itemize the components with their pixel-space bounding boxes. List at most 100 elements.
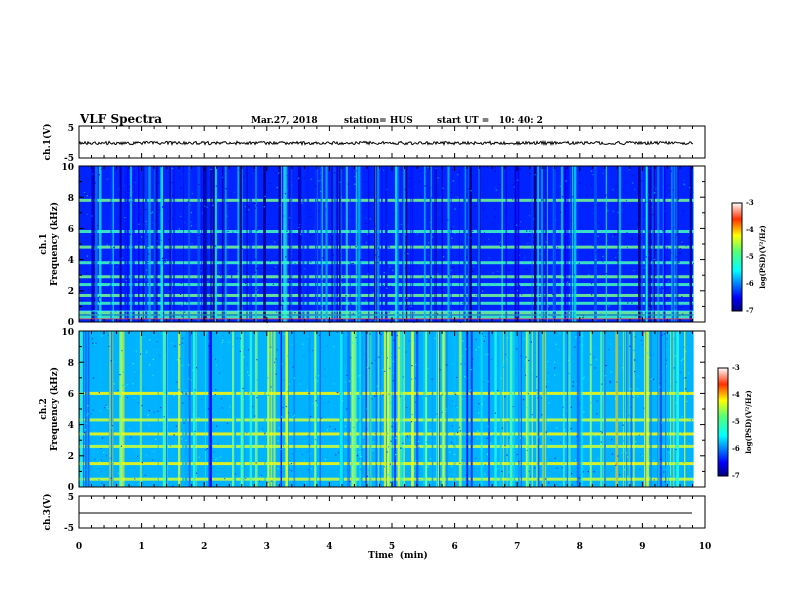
spectrogram-speckle (172, 315, 174, 317)
spectrogram-streak (285, 331, 288, 487)
spectrogram-speckle (87, 469, 90, 471)
spectrogram-speckle (631, 238, 633, 240)
spectrogram-speckle (578, 477, 580, 479)
spectrogram-speckle (619, 347, 621, 350)
spectrogram-speckle (188, 364, 190, 366)
spectrogram-speckle (549, 459, 551, 461)
low-frequency-line (79, 318, 694, 320)
spectrogram-speckle (94, 182, 97, 184)
spectrogram-speckle (173, 394, 175, 397)
spectrogram-speckle (411, 378, 413, 380)
spectrogram-streak (339, 166, 341, 322)
spectrogram-speckle (668, 451, 671, 454)
spectrogram-streak (488, 331, 490, 487)
spectrogram-speckle (566, 410, 568, 412)
spectrogram-speckle (682, 210, 684, 212)
spectrogram-speckle (310, 235, 312, 237)
spectrogram-speckle (160, 166, 162, 168)
spectrogram-speckle (222, 339, 224, 342)
spectrogram-speckle (185, 301, 188, 303)
spectrogram-speckle (376, 385, 378, 387)
spectrogram-speckle (123, 185, 125, 187)
spectrogram-speckle (208, 345, 211, 347)
spectrogram-speckle (570, 472, 573, 475)
spectrogram-speckle (680, 304, 682, 306)
spectrogram-speckle (392, 371, 394, 374)
spectrogram-speckle (661, 422, 663, 424)
spectrogram-speckle (243, 356, 245, 358)
spectrogram-streak (239, 166, 242, 322)
spectrogram-speckle (303, 459, 306, 461)
spectrogram-speckle (85, 272, 87, 274)
spectrogram-streak (628, 331, 630, 487)
spectrogram-speckle (181, 342, 183, 344)
spectrogram-speckle (93, 296, 95, 298)
spectrogram-speckle (655, 275, 657, 277)
spectrogram-speckle (339, 181, 341, 183)
spectrogram-speckle (221, 341, 223, 344)
spectrogram-speckle (372, 449, 374, 451)
spectrogram-speckle (591, 170, 593, 172)
spectrogram-speckle (609, 382, 611, 384)
spectrogram-speckle (499, 241, 501, 243)
spectrogram-speckle (507, 233, 509, 235)
spectrogram-speckle (432, 293, 434, 295)
spectrogram-speckle (641, 237, 643, 239)
spectrogram-speckle (386, 451, 388, 453)
spectrogram-speckle (523, 398, 525, 401)
spectrogram-speckle (394, 199, 396, 201)
spectrogram-speckle (450, 269, 452, 272)
spectrogram-speckle (160, 239, 163, 241)
spectrogram-speckle (101, 168, 103, 170)
spectrogram-speckle (366, 366, 368, 369)
spectrogram-streak (306, 166, 310, 322)
spectrogram-speckle (161, 264, 163, 266)
spectrogram-streak (402, 166, 404, 322)
spectrogram-streak (567, 166, 569, 322)
spectrogram-speckle (373, 439, 375, 441)
spectrogram-speckle (579, 341, 581, 344)
spectrogram-speckle (519, 437, 521, 439)
spectrogram-speckle (654, 191, 656, 194)
spectrogram-streak (605, 166, 607, 322)
spectrogram-speckle (345, 304, 347, 306)
spectrogram-streak (465, 331, 467, 487)
spectrogram-speckle (248, 205, 250, 208)
spectrogram-speckle (337, 451, 340, 454)
spectrogram-speckle (110, 360, 112, 362)
spectrogram-speckle (336, 302, 338, 304)
spectrogram-speckle (355, 246, 357, 248)
spectrogram-speckle (631, 182, 634, 184)
spectrogram-speckle (689, 169, 691, 171)
spectrogram-speckle (333, 172, 336, 174)
spectrogram-speckle (350, 303, 352, 305)
spectrogram-speckle (137, 220, 140, 222)
spectrogram-speckle (227, 230, 229, 233)
spectrogram-speckle (625, 181, 627, 183)
spectrogram-speckle (286, 230, 288, 232)
spectrogram-speckle (506, 454, 508, 456)
spectrogram-speckle (304, 440, 306, 442)
spectrogram-speckle (261, 269, 263, 272)
spectrogram-speckle (272, 300, 274, 302)
spectrogram-speckle (351, 263, 353, 265)
spectrogram-speckle (395, 356, 398, 358)
spectrogram-speckle (426, 280, 428, 282)
spectrogram-speckle (415, 464, 417, 466)
spectrogram-speckle (297, 204, 299, 206)
ch1-colorbar-tick-neg4: -4 (746, 225, 754, 234)
spectrogram-speckle (247, 371, 249, 373)
spectrogram-speckle (200, 269, 202, 271)
spectrogram-speckle (544, 218, 546, 220)
spectrogram-speckle (389, 463, 392, 465)
spectrogram-speckle (347, 300, 349, 302)
spectrogram-speckle (229, 406, 231, 408)
spectrogram-speckle (385, 348, 387, 350)
spectrogram-speckle (205, 167, 207, 170)
spectrogram-speckle (663, 333, 666, 335)
spectrogram-speckle (181, 438, 183, 440)
spectrogram-streak (665, 331, 667, 487)
spectrogram-speckle (225, 188, 227, 190)
spectrogram-speckle (365, 481, 367, 483)
spectrogram-speckle (212, 466, 214, 469)
